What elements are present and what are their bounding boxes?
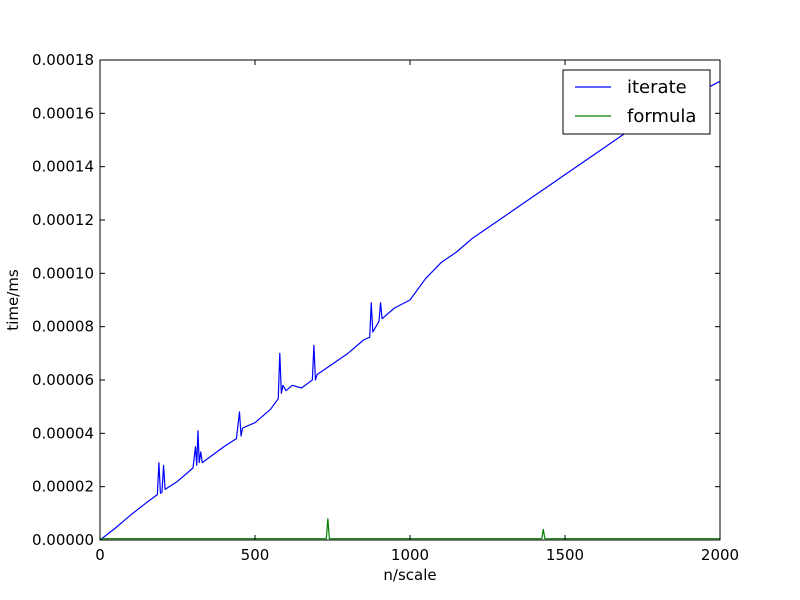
y-tick-label: 0.00018 <box>32 51 94 69</box>
y-tick-label: 0.00010 <box>32 264 94 282</box>
legend-label-iterate: iterate <box>627 77 687 98</box>
x-tick-label: 2000 <box>701 546 739 564</box>
y-tick-label: 0.00006 <box>32 371 94 389</box>
legend: iterate formula <box>562 69 711 135</box>
plot-frame <box>99 59 721 541</box>
y-tick-label: 0.00014 <box>32 158 94 176</box>
y-tick-label: 0.00012 <box>32 211 94 229</box>
legend-label-formula: formula <box>627 106 696 127</box>
y-tick-label: 0.00000 <box>32 531 94 549</box>
x-axis-label: n/scale <box>383 566 436 584</box>
series-line-iterate <box>100 80 720 540</box>
x-tick-label: 500 <box>241 546 270 564</box>
y-tick-label: 0.00004 <box>32 424 94 442</box>
x-tick-label: 1500 <box>546 546 584 564</box>
y-tick-label: 0.00008 <box>32 318 94 336</box>
y-tick-label: 0.00002 <box>32 478 94 496</box>
y-tick-label: 0.00016 <box>32 104 94 122</box>
y-axis-label: time/ms <box>4 269 22 331</box>
x-tick-label: 1000 <box>391 546 429 564</box>
legend-box <box>562 69 711 135</box>
x-tick-label: 0 <box>95 546 105 564</box>
